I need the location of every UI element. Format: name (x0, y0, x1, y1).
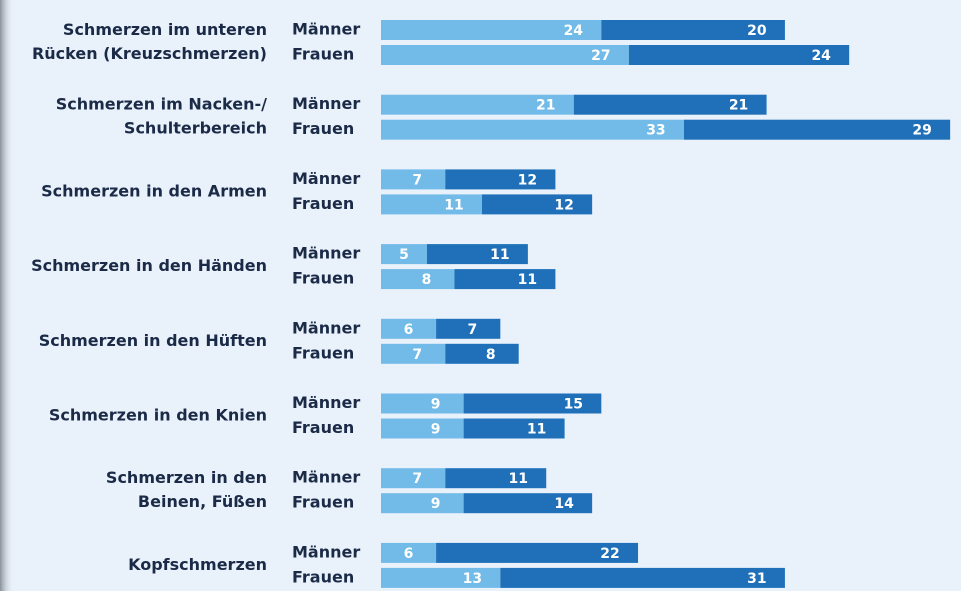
category-label: Schmerzen in den (106, 468, 267, 487)
group-label: Männer (292, 94, 360, 113)
value-label: 14 (554, 496, 574, 512)
value-label: 7 (412, 172, 422, 188)
bar-segment (628, 45, 850, 65)
group-label: Männer (292, 468, 360, 487)
bar-segment (500, 567, 785, 588)
bar-segment (381, 269, 455, 290)
value-label: 8 (486, 347, 496, 363)
value-label: 12 (518, 172, 537, 188)
value-label: 7 (412, 347, 422, 363)
value-label: 8 (422, 272, 432, 288)
group-label: Frauen (292, 194, 354, 213)
value-label: 13 (463, 571, 482, 587)
bar-segment (381, 194, 482, 215)
value-label: 7 (412, 471, 422, 487)
bar-segment (436, 318, 501, 339)
group-label: Männer (292, 244, 360, 263)
bar-segment (381, 567, 501, 588)
bar-segment (381, 343, 446, 364)
bar-segment (381, 169, 446, 190)
value-label: 7 (467, 322, 477, 338)
value-label: 11 (444, 197, 463, 213)
category-label: Schmerzen in den Armen (41, 181, 267, 200)
category-label: Schulterbereich (124, 119, 267, 138)
bar-segment (381, 542, 437, 563)
group-label: Männer (292, 169, 360, 188)
bar-segment (454, 269, 556, 290)
bar-segment (481, 194, 593, 215)
group-label: Frauen (292, 418, 354, 437)
value-label: 11 (518, 272, 537, 288)
bar-segment (445, 169, 556, 190)
value-label: 20 (747, 23, 767, 39)
group-label: Männer (292, 20, 360, 39)
category-label: Beinen, Füßen (138, 492, 267, 511)
category-label: Schmerzen in den Händen (31, 256, 267, 275)
value-label: 9 (431, 397, 441, 413)
value-label: 9 (431, 496, 441, 512)
bar-segment (573, 94, 767, 115)
bar-segment (381, 119, 684, 140)
category-label: Schmerzen im Nacken-/ (56, 95, 267, 114)
value-label: 29 (912, 123, 931, 139)
value-label: 9 (431, 422, 441, 438)
value-label: 24 (564, 23, 584, 39)
group-label: Männer (292, 318, 360, 337)
bar-segment (381, 468, 446, 489)
category-label: Rücken (Kreuzschmerzen) (32, 44, 267, 63)
value-label: 5 (399, 247, 409, 263)
group-label: Frauen (292, 567, 354, 586)
value-label: 11 (508, 471, 527, 487)
category-label: Schmerzen im unteren (63, 20, 267, 39)
bar-segment (683, 119, 951, 140)
value-label: 33 (646, 123, 665, 139)
value-label: 31 (747, 571, 766, 587)
bar-segment (463, 393, 602, 414)
bar-segment (381, 393, 464, 414)
bar-segment (381, 20, 602, 40)
value-label: 27 (591, 48, 610, 64)
bar-segment (436, 542, 639, 563)
value-label: 21 (729, 98, 748, 114)
bar-segment (445, 468, 547, 489)
value-label: 11 (490, 247, 509, 263)
value-label: 21 (536, 98, 555, 114)
edge-shadow (0, 0, 14, 591)
bar-segment (381, 318, 437, 339)
bar-segment (445, 343, 519, 364)
group-label: Frauen (292, 343, 354, 362)
value-label: 12 (554, 197, 573, 213)
bar-segment (601, 20, 785, 40)
bar-segment (381, 244, 427, 265)
bar-segment (463, 493, 593, 514)
value-label: 24 (811, 48, 831, 64)
bar-segment (381, 418, 464, 439)
group-label: Frauen (292, 45, 354, 64)
bar-segment (463, 418, 565, 439)
bar-segment (381, 493, 464, 514)
value-label: 6 (404, 322, 414, 338)
value-label: 6 (404, 546, 414, 562)
bar-segment (381, 45, 629, 65)
group-label: Frauen (292, 493, 354, 512)
bar-segment (426, 244, 528, 265)
bar-segment (381, 94, 574, 115)
group-label: Männer (292, 393, 360, 412)
category-label: Schmerzen in den Hüften (39, 331, 267, 350)
group-label: Männer (292, 542, 360, 561)
category-label: Schmerzen in den Knien (49, 406, 267, 425)
value-label: 15 (564, 397, 583, 413)
category-label: Kopfschmerzen (128, 555, 267, 574)
group-label: Frauen (292, 119, 354, 138)
value-label: 22 (600, 546, 619, 562)
group-label: Frauen (292, 269, 354, 288)
value-label: 11 (527, 422, 546, 438)
